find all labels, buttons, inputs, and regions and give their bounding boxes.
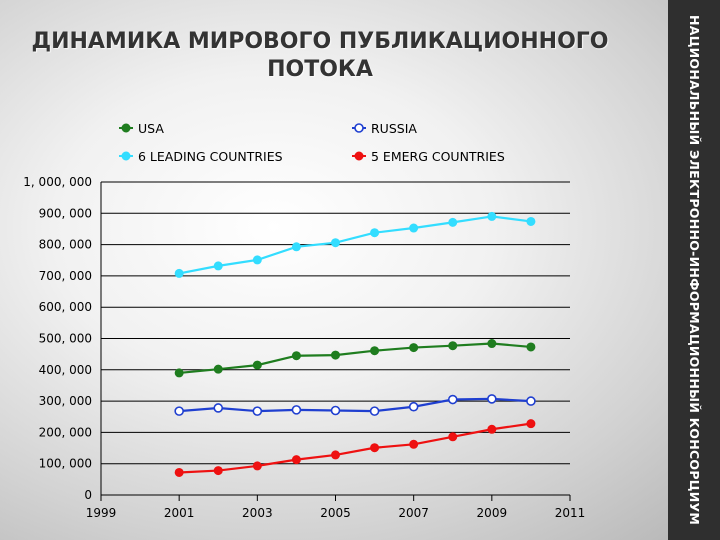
side-band <box>668 0 720 540</box>
data-point <box>174 368 184 378</box>
data-point <box>447 394 458 405</box>
data-point <box>526 419 536 429</box>
line-chart: 0 100, 000 200, 000 300, 000 400, 000 500, 00… <box>23 121 586 520</box>
data-point <box>448 432 458 442</box>
data-point <box>213 466 223 476</box>
data-point <box>252 255 262 265</box>
data-point <box>252 360 262 370</box>
data-point <box>213 403 224 413</box>
y-tick-label: 200, 000 <box>39 425 92 439</box>
data-point <box>487 339 497 349</box>
data-point <box>331 350 340 360</box>
legend-label: 6 LEADING COUNTRIES <box>138 149 283 164</box>
data-point <box>174 406 184 416</box>
x-tick-label: 2007 <box>398 506 429 520</box>
series-line-1 <box>179 397 531 413</box>
data-point <box>409 343 419 353</box>
slide-title-line2: ПОТОКА <box>267 57 373 82</box>
y-tick-label: 100, 000 <box>39 457 92 471</box>
series-line-3 <box>179 422 532 474</box>
data-point <box>448 217 458 227</box>
data-point <box>526 396 536 406</box>
data-point <box>291 405 302 415</box>
legend-label: 5 EMERG COUNTRIES <box>371 149 505 164</box>
y-tick-label: 700, 000 <box>39 269 92 283</box>
data-point <box>331 450 340 460</box>
y-tick-label: 400, 000 <box>39 363 92 377</box>
y-tick-label: 0 <box>84 488 92 502</box>
legend-label: RUSSIA <box>371 121 417 136</box>
data-point <box>409 439 419 449</box>
data-point <box>370 346 380 356</box>
x-tick-label: 2005 <box>320 506 351 520</box>
y-tick-label: 300, 000 <box>39 394 92 408</box>
y-tick-label: 500, 000 <box>39 332 92 346</box>
data-point <box>409 223 419 233</box>
data-point <box>369 406 380 416</box>
data-point <box>331 238 340 248</box>
y-tick-label: 1, 000, 000 <box>23 175 92 189</box>
data-point <box>174 467 184 477</box>
data-point <box>526 216 536 226</box>
data-point <box>174 268 184 278</box>
data-point <box>213 364 223 374</box>
x-tick-label: 2003 <box>242 506 273 520</box>
data-point <box>370 228 380 238</box>
x-tick-label: 2011 <box>555 506 586 520</box>
data-point <box>408 401 419 412</box>
y-tick-label: 900, 000 <box>39 206 92 220</box>
y-tick-label: 600, 000 <box>39 300 92 314</box>
data-point <box>526 342 536 352</box>
slide-title: ДИНАМИКА МИРОВОГО ПУБЛИКАЦИОННОГО ПОТОКА <box>20 28 620 84</box>
data-point <box>213 261 223 271</box>
data-point <box>291 351 301 361</box>
data-point <box>448 341 458 351</box>
side-band-text: НАЦИОНАЛЬНЫЙ ЭЛЕКТРОННО-ИНФОРМАЦИОННЫЙ К… <box>687 14 702 526</box>
legend-marker <box>121 151 131 161</box>
data-point <box>291 455 301 465</box>
legend-marker <box>121 123 131 133</box>
data-point <box>330 405 341 416</box>
legend-marker <box>354 123 364 133</box>
data-point <box>252 461 262 471</box>
x-tick-label: 2001 <box>164 506 195 520</box>
data-point <box>487 424 497 434</box>
data-point <box>487 211 497 221</box>
legend-label: USA <box>138 121 164 136</box>
slide-title-line1: ДИНАМИКА МИРОВОГО ПУБЛИКАЦИОННОГО <box>31 29 609 54</box>
data-point <box>370 443 380 453</box>
data-point <box>291 242 301 252</box>
series-line-2 <box>178 215 532 275</box>
data-point <box>487 394 497 404</box>
series-line-0 <box>179 342 532 375</box>
legend-marker <box>354 151 364 161</box>
data-point <box>252 406 263 416</box>
y-tick-label: 800, 000 <box>39 238 92 252</box>
x-tick-label: 2009 <box>477 506 508 520</box>
x-tick-label: 1999 <box>86 506 117 520</box>
